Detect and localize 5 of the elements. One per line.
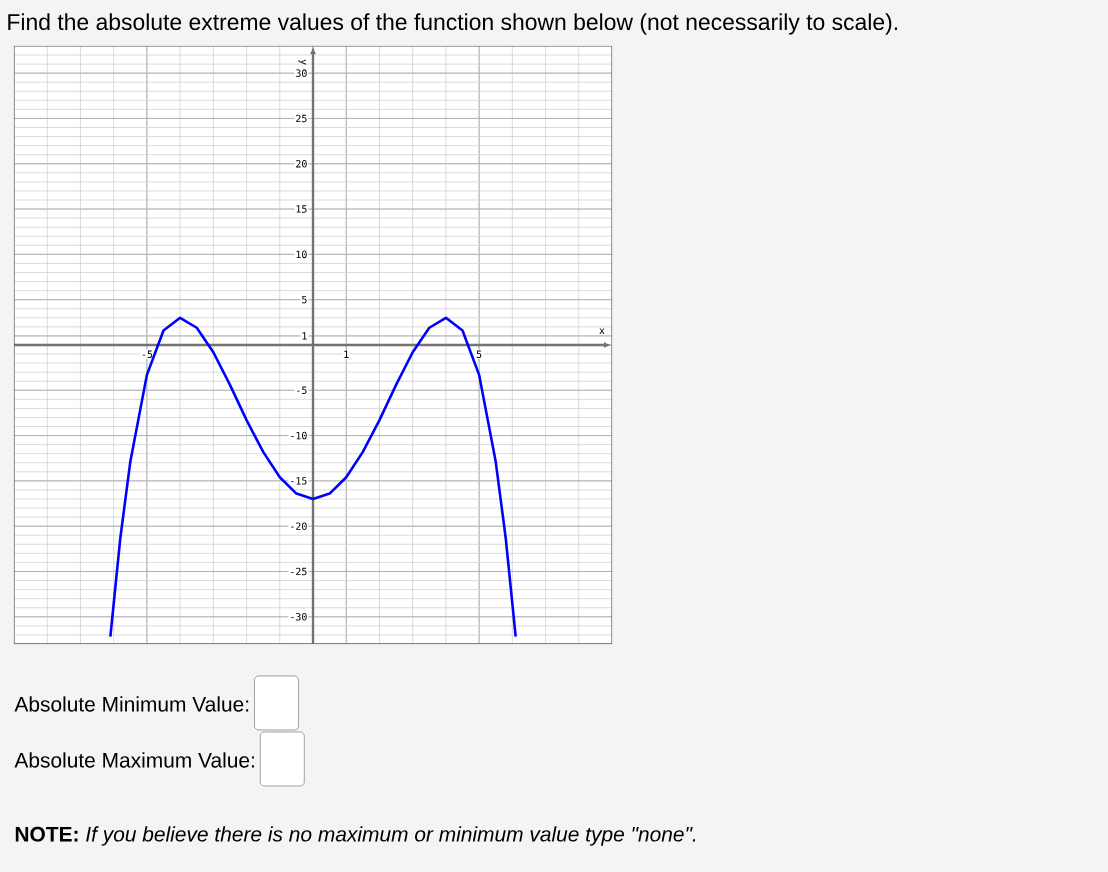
text: Absolute Maximum Value: bbox=[14, 752, 254, 768]
chart-title: Find the absolute extreme values of the function shown below (not necessarily to scale). bbox=[8, 13, 898, 35]
text: NOTE: If you believe there is no maximum or minimum value type "none". bbox=[15, 826, 696, 846]
line-series bbox=[109, 316, 517, 639]
text: Absolute Minimum Value: bbox=[14, 696, 249, 712]
